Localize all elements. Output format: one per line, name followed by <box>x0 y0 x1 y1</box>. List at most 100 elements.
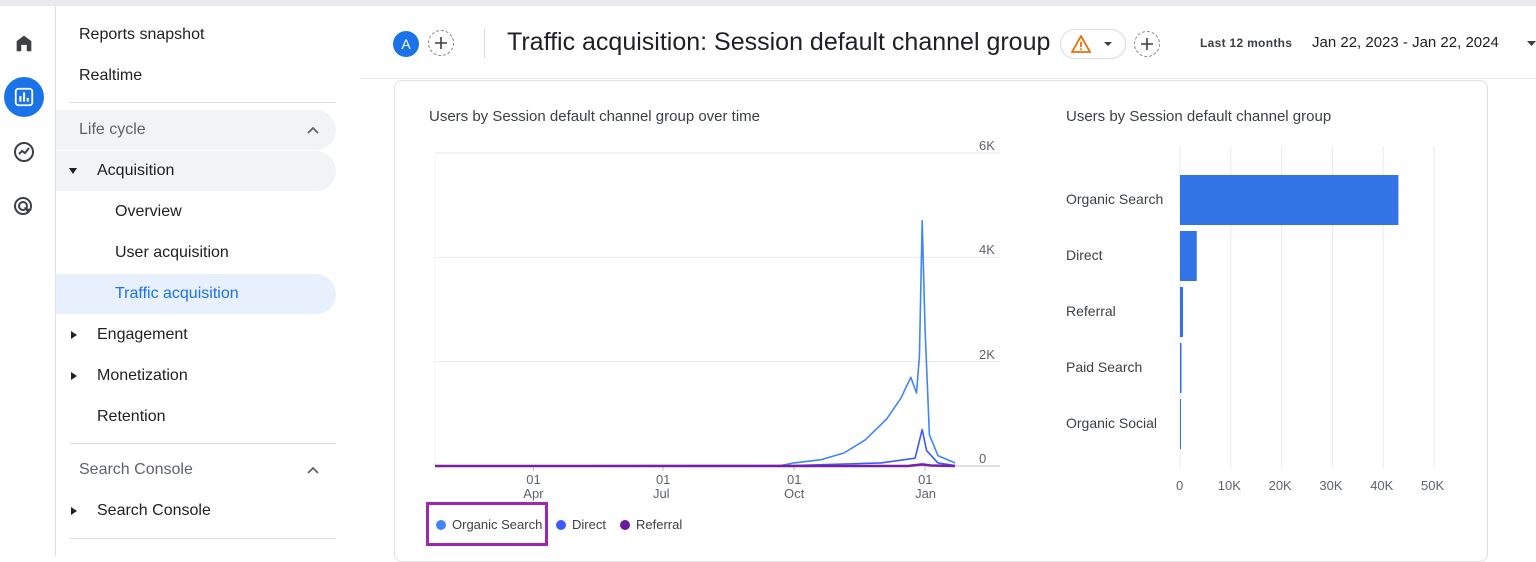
nav-label: Realtime <box>79 67 143 84</box>
legend-label: Organic Search <box>452 517 543 532</box>
x-tick-day: 01 <box>787 472 802 487</box>
nav-section-life-cycle[interactable]: Life cycle <box>56 110 336 150</box>
explore-button[interactable] <box>4 132 44 172</box>
x-tick-month: Jan <box>915 486 937 501</box>
explore-icon <box>14 142 34 162</box>
x-tick-day: 01 <box>918 472 933 487</box>
nav-label: Reports snapshot <box>79 26 205 43</box>
y-tick-label: 2K <box>979 346 995 362</box>
y-tick-label: 0 <box>979 451 987 466</box>
nav-overview[interactable]: Overview <box>56 192 336 232</box>
home-button[interactable] <box>4 23 44 63</box>
date-range-label: Last 12 months <box>1200 36 1293 50</box>
caret-down-icon <box>69 168 77 174</box>
plus-icon <box>1141 38 1153 50</box>
legend-label: Direct <box>572 517 606 532</box>
nav-label: Traffic acquisition <box>115 285 239 302</box>
nav-search-console[interactable]: Search Console <box>56 491 336 531</box>
nav-reports-snapshot[interactable]: Reports snapshot <box>56 15 336 55</box>
x-tick-label: 30K <box>1319 478 1343 493</box>
legend-dot <box>556 519 566 530</box>
x-tick-label: 50K <box>1421 478 1445 493</box>
nav-label: User acquisition <box>115 244 229 261</box>
add-comparison-button[interactable] <box>428 30 454 56</box>
warning-icon <box>1071 35 1091 53</box>
header-rule <box>360 78 1536 79</box>
nav-divider <box>70 538 336 539</box>
bar-category-label: Organic Search <box>1066 191 1164 207</box>
legend-label: Referral <box>636 517 683 532</box>
x-tick-month: Apr <box>523 486 544 501</box>
chart-card <box>394 80 1488 562</box>
bar-chart-title: Users by Session default channel group <box>1066 108 1332 125</box>
nav-label: Overview <box>115 203 182 220</box>
nav-user-acquisition[interactable]: User acquisition <box>56 233 336 273</box>
chevron-up-icon <box>307 126 319 134</box>
reports-button[interactable] <box>4 77 44 117</box>
nav-section-label: Life cycle <box>79 121 146 138</box>
caret-right-icon <box>71 331 77 339</box>
caret-down-icon[interactable] <box>1527 41 1536 47</box>
x-tick-label: 10K <box>1217 478 1241 493</box>
x-tick-month: Jul <box>652 486 670 501</box>
highlight-box <box>426 502 548 546</box>
x-tick-day: 01 <box>655 472 671 487</box>
avatar-letter: A <box>401 36 411 52</box>
bar-category-label: Paid Search <box>1066 359 1143 375</box>
home-icon <box>16 35 32 52</box>
nav-divider <box>70 102 336 103</box>
y-tick-label: 4K <box>979 242 995 258</box>
legend-item-referral[interactable]: Referral <box>620 517 682 532</box>
nav-engagement[interactable]: Engagement <box>56 315 336 355</box>
x-tick-label: 20K <box>1268 478 1292 493</box>
nav-label: Retention <box>97 408 166 425</box>
nav-label: Acquisition <box>97 162 175 179</box>
nav-section-label: Search Console <box>79 461 193 478</box>
nav-section-search-console[interactable]: Search Console <box>56 450 336 490</box>
top-strip <box>0 0 1536 6</box>
target-cursor-icon <box>14 197 32 215</box>
nav-label: Search Console <box>97 502 211 519</box>
x-tick-month: Oct <box>784 486 805 501</box>
header-divider <box>484 28 485 58</box>
caret-right-icon <box>71 507 77 515</box>
bar-category-label: Referral <box>1066 303 1116 319</box>
series-direct <box>434 428 956 467</box>
nav-divider <box>70 443 336 444</box>
nav-retention[interactable]: Retention <box>56 397 336 437</box>
plus-icon <box>435 37 447 49</box>
nav-label: Monetization <box>97 367 188 384</box>
report-header: A Traffic acquisition: Session default c… <box>360 6 1536 78</box>
nav-label: Engagement <box>97 326 188 343</box>
add-filter-button[interactable] <box>1134 31 1160 57</box>
data-quality-dropdown[interactable] <box>1060 29 1126 59</box>
date-range-picker[interactable]: Jan 22, 2023 - Jan 22, 2024 <box>1312 34 1499 51</box>
y-tick-label: 6K <box>979 138 995 153</box>
x-tick-label: 0 <box>1176 478 1184 493</box>
legend-item-organic-search[interactable]: Organic Search <box>436 517 542 532</box>
bar-category-label: Direct <box>1066 247 1103 263</box>
series-organic-search <box>435 220 956 467</box>
comparison-avatar[interactable]: A <box>393 31 419 57</box>
nav-realtime[interactable]: Realtime <box>56 56 336 96</box>
series-referral <box>435 463 956 468</box>
bar-category-label: Organic Social <box>1066 415 1158 431</box>
x-tick-label: 40K <box>1370 478 1394 493</box>
page-title: Traffic acquisition: Session default cha… <box>507 28 1051 56</box>
icon-rail <box>0 6 56 556</box>
legend-item-direct[interactable]: Direct <box>556 517 606 532</box>
chevron-up-icon <box>307 466 319 474</box>
bar-chart-icon <box>14 87 34 107</box>
nav-traffic-acquisition[interactable]: Traffic acquisition <box>56 274 336 314</box>
caret-down-icon <box>1104 42 1112 46</box>
advertising-button[interactable] <box>4 187 44 227</box>
line-chart-title: Users by Session default channel group o… <box>429 108 761 125</box>
main-content: A Traffic acquisition: Session default c… <box>360 6 1536 562</box>
legend-dot <box>620 519 630 530</box>
legend-dot <box>436 519 446 530</box>
nav-monetization[interactable]: Monetization <box>56 356 336 396</box>
report-navigation: Reports snapshot Realtime Life cycle Acq… <box>56 6 360 556</box>
nav-acquisition[interactable]: Acquisition <box>56 151 336 191</box>
caret-right-icon <box>71 372 77 380</box>
